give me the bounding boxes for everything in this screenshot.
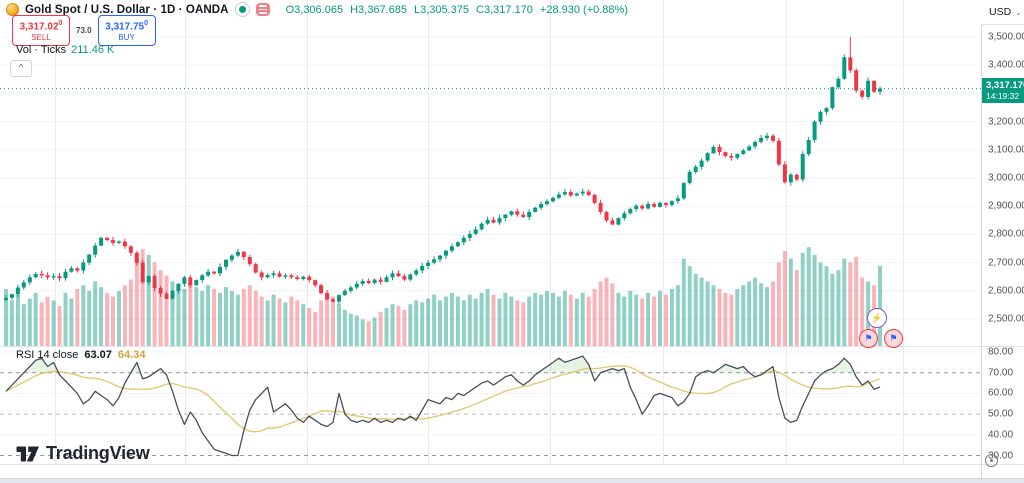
price-tick: 3,000.000 — [988, 172, 1024, 184]
indicator-menu-icon[interactable] — [255, 3, 270, 16]
collapse-pane-button[interactable]: ^ — [10, 60, 32, 77]
open-value: 3,306.065 — [294, 3, 344, 16]
price-tick: 3,200.000 — [988, 116, 1024, 128]
sell-button[interactable]: 3,317.020 SELL — [12, 15, 70, 47]
symbol-title[interactable]: Gold Spot / U.S. Dollar · 1D · OANDA — [25, 3, 229, 16]
buy-button[interactable]: 3,317.750 BUY — [97, 15, 156, 47]
chevron-down-icon: ⌄ — [1015, 7, 1022, 17]
ohlc-values: O3,306.065 H3,367.685 L3,305.375 C3,317.… — [285, 3, 628, 16]
price-tick: 2,800.000 — [988, 228, 1024, 240]
rsi-tick: 40.00 — [988, 429, 1014, 441]
rsi-tick: 30.00 — [988, 450, 1014, 461]
rsi-legend: RSI 14 close 63.07 64.34 — [16, 349, 146, 361]
symbol-legend: Gold Spot / U.S. Dollar · 1D · OANDA O3,… — [6, 2, 628, 17]
volume-value: 211.46 K — [71, 44, 115, 56]
tradingview-watermark: TradingView — [16, 443, 150, 464]
gold-symbol-icon — [6, 3, 19, 16]
rsi-value: 63.07 — [84, 349, 112, 361]
rsi-tick: 60.00 — [988, 387, 1014, 399]
price-tick: 2,600.000 — [988, 285, 1024, 297]
rsi-tick: 50.00 — [988, 408, 1014, 420]
close-value: 3,317.170 — [483, 3, 533, 16]
market-status-icon[interactable] — [234, 2, 250, 17]
price-tick: 2,900.000 — [988, 200, 1024, 212]
price-tick: 2,500.000 — [988, 313, 1024, 325]
price-tick: 3,500.000 — [988, 31, 1024, 43]
trade-panel: 3,317.020 SELL 73.0 3,317.750 BUY — [12, 15, 156, 47]
price-tick: 3,100.000 — [988, 144, 1024, 156]
spread-value: 73.0 — [76, 26, 92, 36]
rsi-ma-value: 64.34 — [117, 349, 146, 361]
tradingview-logo-icon — [16, 446, 39, 461]
volume-legend: Vol · Ticks 211.46 K — [16, 44, 115, 56]
idea-marker-icon[interactable]: ⚑ — [884, 329, 903, 348]
idea-marker-icon[interactable]: ⚑ — [859, 329, 878, 348]
high-value: 3,367.685 — [358, 3, 407, 16]
change-value: +28.930 (+0.88%) — [539, 3, 628, 16]
bottom-toolbar-edge — [0, 478, 1024, 483]
scale-settings-icon[interactable] — [985, 454, 998, 467]
low-value: 3,305.375 — [420, 3, 470, 16]
price-tick: 3,400.000 — [988, 59, 1024, 71]
lightning-event-icon[interactable]: ⚡ — [867, 308, 887, 328]
rsi-tick: 80.00 — [988, 346, 1014, 358]
rsi-tick: 70.00 — [988, 367, 1014, 379]
currency-dropdown[interactable]: USD ⌄ — [981, 0, 1024, 25]
price-tick: 2,700.000 — [988, 257, 1024, 269]
price-axis[interactable]: 3,500.0003,400.0003,300.0003,200.0003,10… — [981, 0, 1024, 464]
last-price-badge: 3,317.170 14:19:32 — [982, 78, 1024, 103]
badge-countdown: 14:19:32 — [986, 91, 1020, 101]
